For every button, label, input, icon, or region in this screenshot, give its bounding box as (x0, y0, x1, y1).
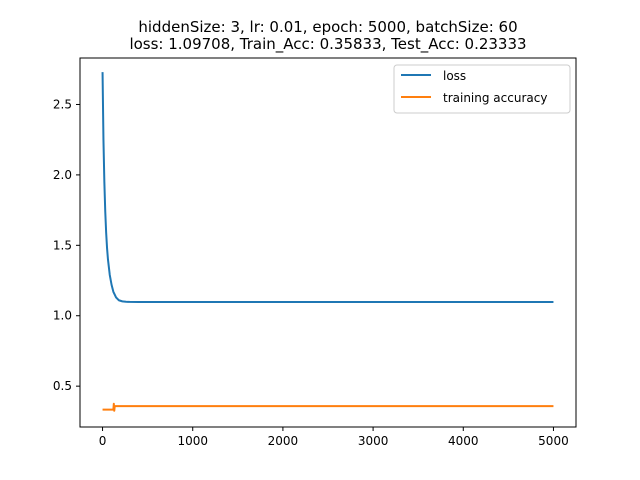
x-tick-label: 4000 (448, 434, 479, 448)
plot-frame (79, 57, 577, 428)
y-tick-label: 1.5 (53, 238, 72, 252)
legend-label-training-accuracy: training accuracy (443, 91, 547, 105)
y-tick-label: 0.5 (53, 379, 72, 393)
legend-label-loss: loss (443, 69, 466, 83)
chart-title-line-2: loss: 1.09708, Train_Acc: 0.35833, Test_… (129, 35, 526, 54)
x-tick-label: 3000 (358, 434, 389, 448)
legend-box (393, 64, 571, 114)
y-tick-label: 2.5 (53, 97, 72, 111)
y-tick-label: 1.0 (53, 309, 72, 323)
x-tick-label: 1000 (177, 434, 208, 448)
x-tick-label: 0 (99, 434, 107, 448)
y-tick-label: 2.0 (53, 168, 72, 182)
x-tick-label: 5000 (538, 434, 569, 448)
legend: loss training accuracy (393, 64, 571, 114)
series-layer (101, 72, 554, 412)
chart-title-line-1: hiddenSize: 3, lr: 0.01, epoch: 5000, ba… (138, 18, 517, 36)
x-tick-label: 2000 (268, 434, 299, 448)
series-line-training-accuracy (102, 402, 554, 412)
series-line-loss (101, 72, 554, 304)
axis-layer: 0 1000 2000 3000 4000 5000 0.5 1.0 1.5 2.0 2.5 (53, 97, 569, 448)
